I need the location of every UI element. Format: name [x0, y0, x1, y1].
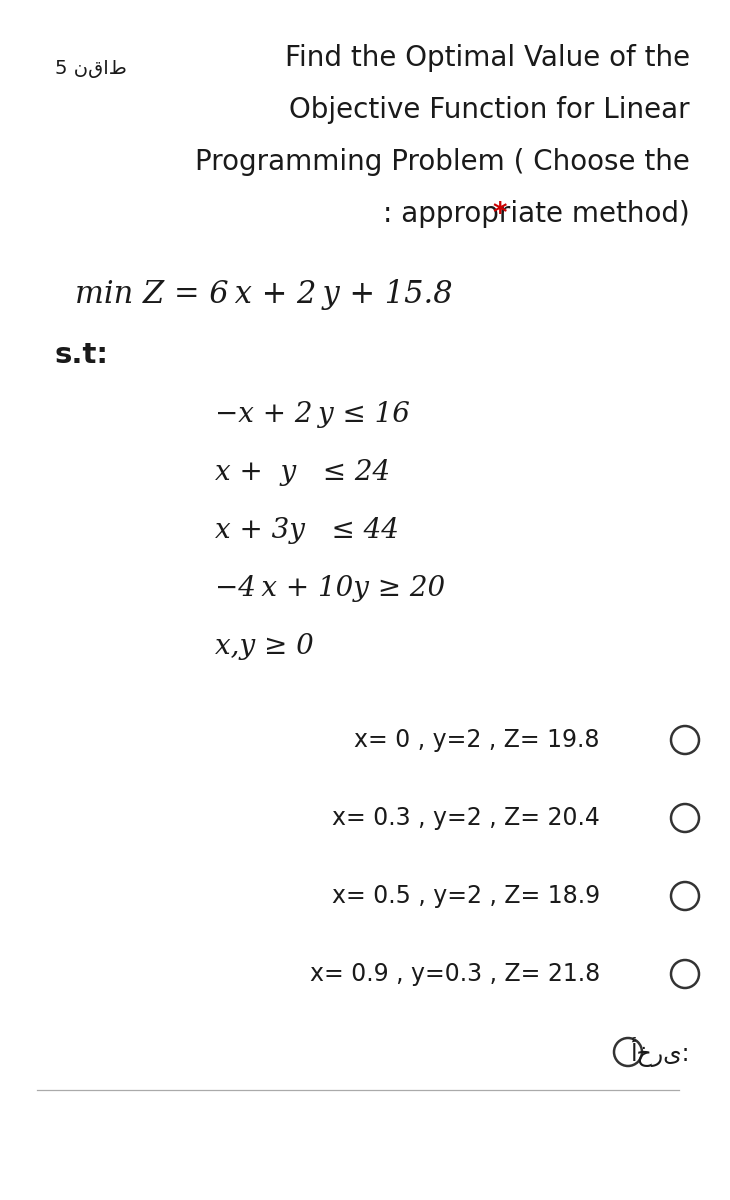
Text: x‬,y ≥ 0: x‬,y ≥ 0 [215, 634, 314, 660]
Text: 5 نقاط: 5 نقاط [55, 59, 127, 78]
Text: Programming Problem ( Choose the: Programming Problem ( Choose the [195, 148, 690, 176]
Text: Find the Optimal Value of the: Find the Optimal Value of the [285, 44, 690, 72]
Text: *: * [492, 200, 507, 228]
Text: s.t:: s.t: [55, 341, 109, 370]
Text: x + 3y   ≤ 44: x + 3y ≤ 44 [215, 517, 399, 545]
Text: min Z = 6 x + 2 y + 15.8: min Z = 6 x + 2 y + 15.8 [75, 280, 453, 311]
Text: −4 x + 10y ≥ 20: −4 x + 10y ≥ 20 [215, 576, 445, 602]
Text: x= 0.9 , y=0.3 , Z= 21.8: x= 0.9 , y=0.3 , Z= 21.8 [310, 962, 600, 986]
Text: : appropriate method): : appropriate method) [383, 200, 690, 228]
Text: x= 0.5 , y=2 , Z= 18.9: x= 0.5 , y=2 , Z= 18.9 [332, 884, 600, 908]
Text: x +  y   ≤ 24: x + y ≤ 24 [215, 460, 390, 486]
Text: أخرى:: أخرى: [631, 1037, 690, 1067]
Text: x= 0 , y=2 , Z= 19.8: x= 0 , y=2 , Z= 19.8 [355, 728, 600, 752]
Text: −x + 2 y ≤ 16: −x + 2 y ≤ 16 [215, 402, 410, 428]
Text: Objective Function for Linear: Objective Function for Linear [289, 96, 690, 124]
Text: x= 0.3 , y=2 , Z= 20.4: x= 0.3 , y=2 , Z= 20.4 [332, 806, 600, 830]
